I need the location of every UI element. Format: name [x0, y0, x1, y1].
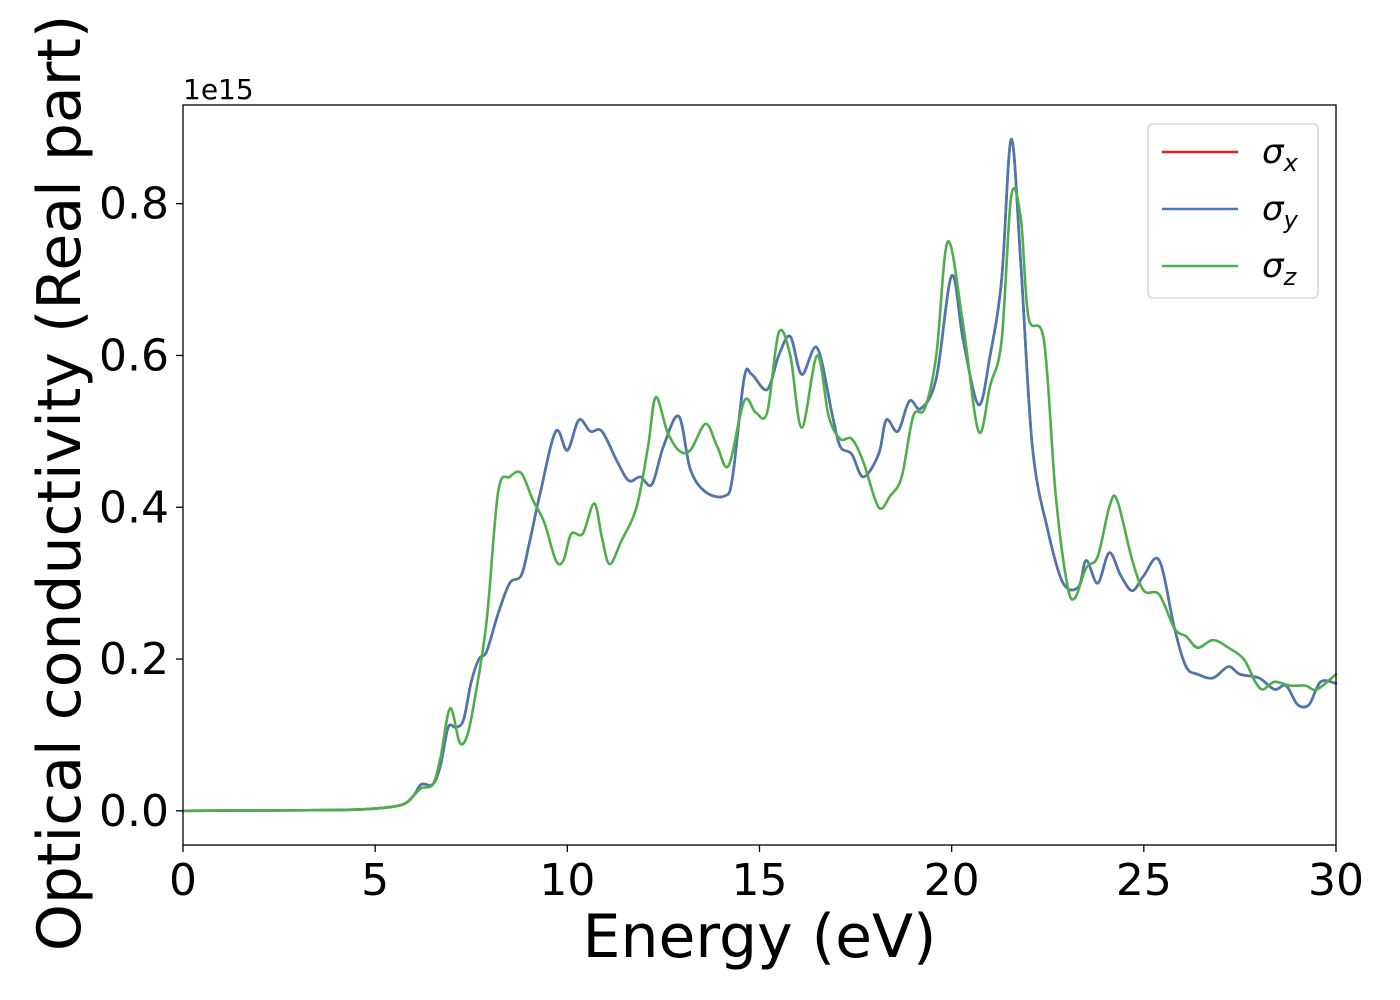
x-tick-label: 0	[169, 855, 197, 906]
x-tick-label: 15	[732, 855, 788, 906]
x-tick-label: 20	[924, 855, 980, 906]
y-axis: 0.0 0.2 0.4 0.6 0.8	[99, 179, 183, 837]
y-tick-label: 0.6	[99, 330, 169, 381]
series-line-z	[181, 186, 1338, 813]
x-axis: 0 5 10 15 20 25 30	[169, 845, 1364, 906]
y-tick-label: 0.0	[99, 786, 169, 837]
legend-label-y: σy	[1262, 189, 1299, 234]
legend-label-z: σz	[1262, 246, 1298, 291]
y-offset-label: 1e15	[183, 73, 254, 106]
series-layer	[181, 137, 1338, 813]
legend-box	[1147, 123, 1319, 299]
x-tick-label: 5	[361, 855, 389, 906]
x-tick-label: 10	[539, 855, 595, 906]
y-axis-title: Optical conductivity (Real part)	[25, 15, 95, 952]
legend: σx σy σz	[1147, 123, 1319, 299]
x-tick-label: 25	[1116, 855, 1172, 906]
legend-label-x: σx	[1262, 132, 1299, 177]
series-line-y	[181, 137, 1338, 813]
y-tick-label: 0.4	[99, 482, 169, 533]
x-axis-title: Energy (eV)	[583, 902, 937, 972]
y-tick-label: 0.8	[99, 179, 169, 230]
y-tick-label: 0.2	[99, 634, 169, 685]
x-tick-label: 30	[1308, 855, 1364, 906]
